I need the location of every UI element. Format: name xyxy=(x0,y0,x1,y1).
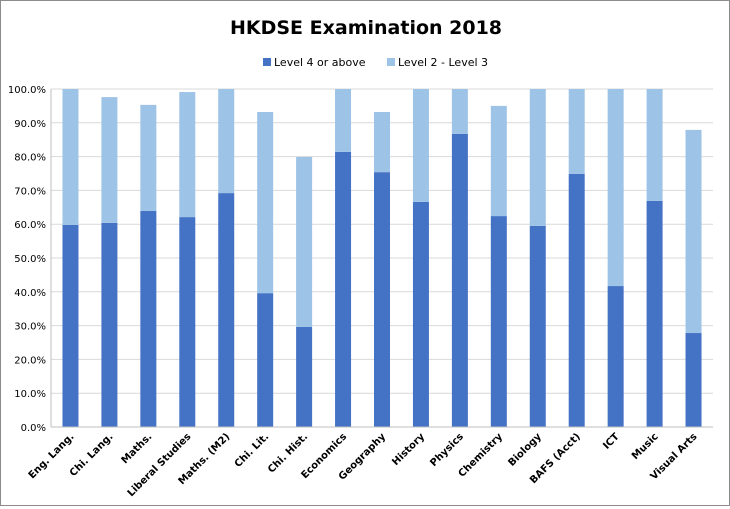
bars xyxy=(62,89,702,428)
bar-level4-above xyxy=(62,224,79,427)
bar-level4-above xyxy=(179,217,196,427)
bar-level4-above xyxy=(412,201,429,427)
bar-level2-3 xyxy=(451,89,468,134)
bar-level2-3 xyxy=(218,89,235,194)
bar-level2-3 xyxy=(412,89,429,202)
bar-level4-above xyxy=(140,211,157,427)
y-tick-label: 30.0% xyxy=(14,322,46,333)
bar-level4-above xyxy=(490,216,507,427)
y-tick-label: 50.0% xyxy=(14,254,46,265)
bar-level2-3 xyxy=(257,111,274,294)
bar-level4-above xyxy=(607,286,624,427)
bar-level2-3 xyxy=(179,92,196,218)
x-tick-label: History xyxy=(390,431,427,468)
bar-level2-3 xyxy=(101,97,118,223)
bar-level4-above xyxy=(101,222,118,427)
x-tick-label: Chi. Lit. xyxy=(233,431,272,470)
bar-level4-above xyxy=(529,225,546,427)
bar-level4-above xyxy=(257,293,274,427)
bar-level4-above xyxy=(374,172,390,427)
y-tick-label: 10.0% xyxy=(14,389,46,400)
bar-level2-3 xyxy=(568,89,585,174)
bar-level2-3 xyxy=(335,89,352,152)
y-tick-label: 70.0% xyxy=(14,186,46,197)
y-tick-label: 20.0% xyxy=(14,355,46,366)
bar-level2-3 xyxy=(374,111,390,173)
bar-level2-3 xyxy=(607,89,624,287)
bar-level4-above xyxy=(685,333,702,427)
x-tick-label: Maths. xyxy=(120,431,155,466)
bar-level4-above xyxy=(646,200,663,427)
bar-level2-3 xyxy=(140,104,157,212)
bar-level2-3 xyxy=(490,105,507,217)
legend-swatch xyxy=(263,58,271,66)
legend: Level 4 or above Level 2 - Level 3 xyxy=(263,56,488,69)
bar-level2-3 xyxy=(685,129,702,334)
legend-swatch xyxy=(387,58,395,66)
bar-level4-above xyxy=(335,151,352,428)
x-tick-label: Music xyxy=(630,431,661,462)
x-tick-label: ICT xyxy=(601,431,622,452)
y-tick-label: 40.0% xyxy=(14,288,46,299)
legend-label: Level 2 - Level 3 xyxy=(398,56,488,69)
x-tick-label: Physics xyxy=(428,431,466,469)
chart-title: HKDSE Examination 2018 xyxy=(230,17,502,39)
bar-level2-3 xyxy=(529,89,546,226)
legend-label: Level 4 or above xyxy=(274,56,366,69)
bar-level4-above xyxy=(568,173,585,427)
y-tick-label: 0.0% xyxy=(21,423,46,434)
x-tick-label: Biology xyxy=(506,431,544,469)
bar-level2-3 xyxy=(62,89,79,225)
bar-level4-above xyxy=(218,193,235,427)
bar-level4-above xyxy=(451,133,468,428)
y-tick-label: 80.0% xyxy=(14,153,46,164)
bar-level2-3 xyxy=(646,89,663,201)
y-tick-label: 90.0% xyxy=(14,119,46,130)
bar-level4-above xyxy=(296,326,313,427)
y-tick-label: 100.0% xyxy=(8,85,46,96)
bar-level2-3 xyxy=(296,156,313,327)
y-tick-label: 60.0% xyxy=(14,220,46,231)
